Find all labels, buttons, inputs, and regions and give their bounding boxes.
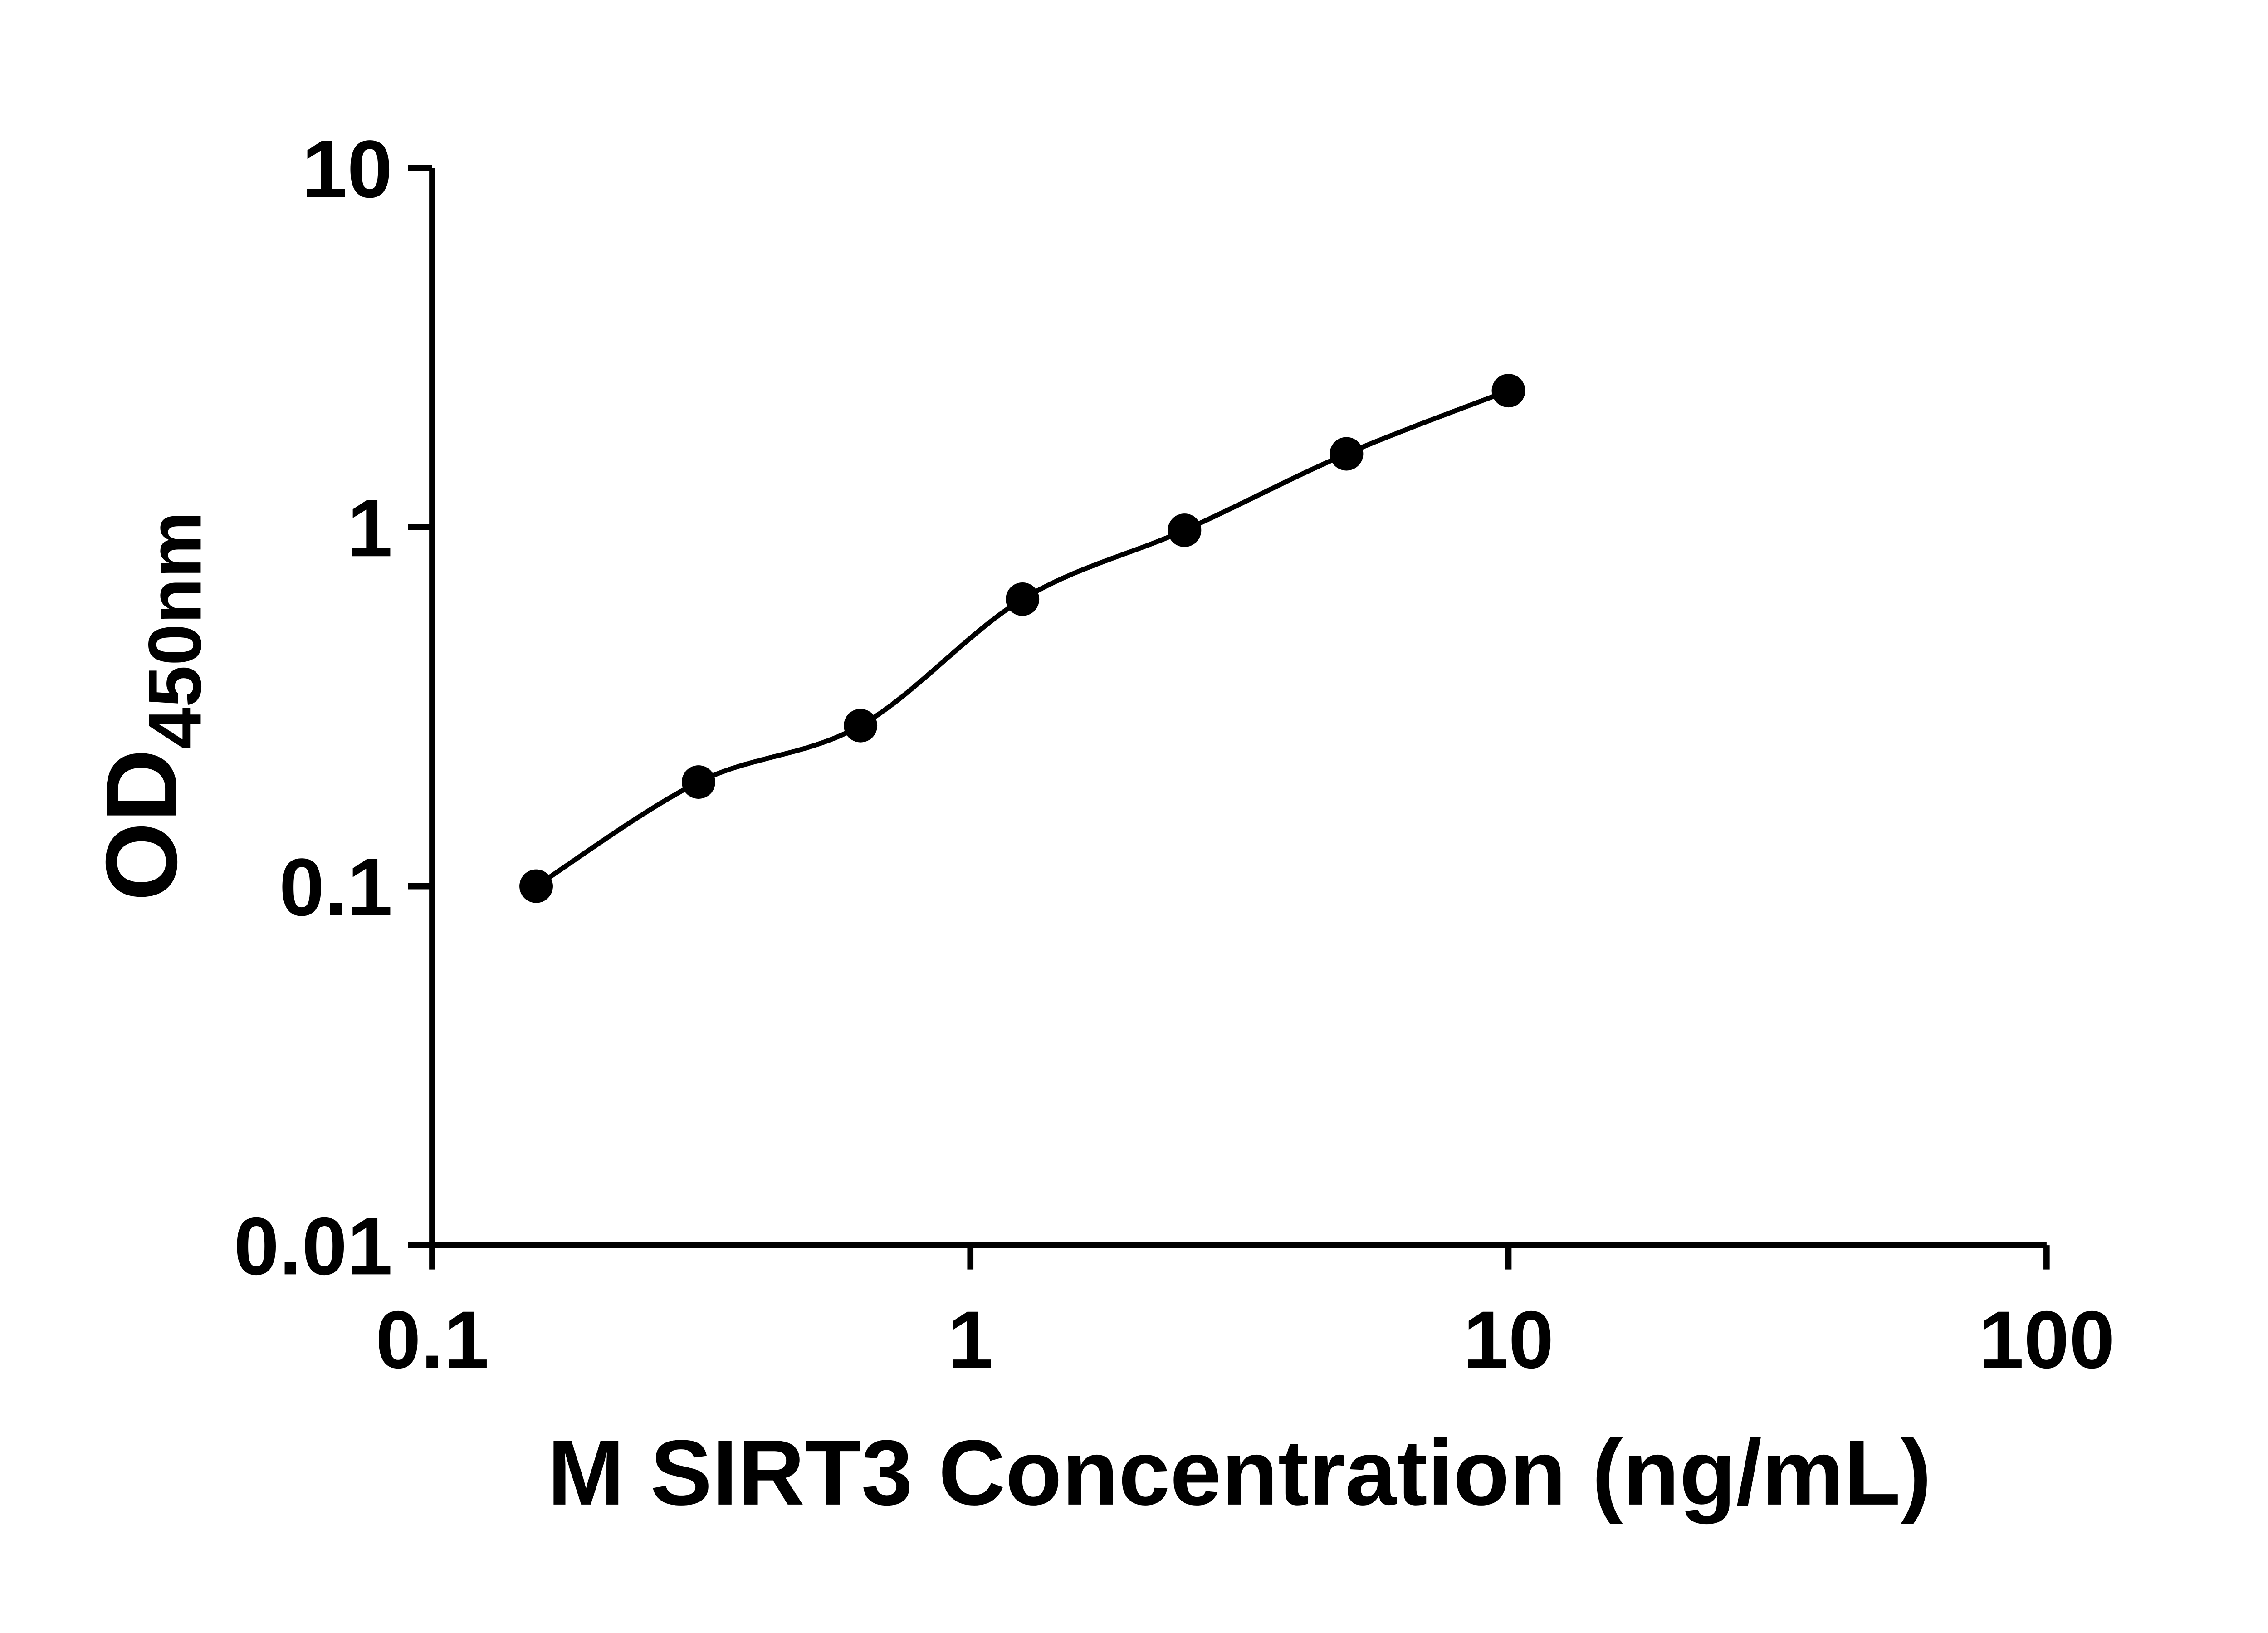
y-axis-tick-label: 0.01 [234,1201,392,1292]
y-axis-tick-label: 10 [302,124,392,215]
axes-frame [429,168,2047,1248]
data-point [1491,374,1525,408]
y-axis-tick-label: 0.1 [279,842,392,933]
fit-curve [535,388,1510,889]
y-axis-title-main: OD [85,749,198,901]
x-axis-title: M SIRT3 Concentration (ng/mL) [547,1421,1931,1525]
data-point [1006,582,1040,616]
x-axis-tick-label: 100 [1979,1294,2115,1385]
data-point [519,869,553,903]
y-axis-title: OD450nm [85,511,217,901]
data-point [1330,437,1364,471]
x-axis-tick-label: 1 [948,1294,993,1385]
y-axis-tick-label: 1 [347,483,392,574]
x-axis-tick-label: 10 [1463,1294,1554,1385]
data-point [844,709,878,743]
y-axis-title-subscript: 450nm [133,511,217,749]
data-point [682,765,715,799]
data-point [1168,513,1202,547]
x-axis-tick-label: 0.1 [376,1294,489,1385]
